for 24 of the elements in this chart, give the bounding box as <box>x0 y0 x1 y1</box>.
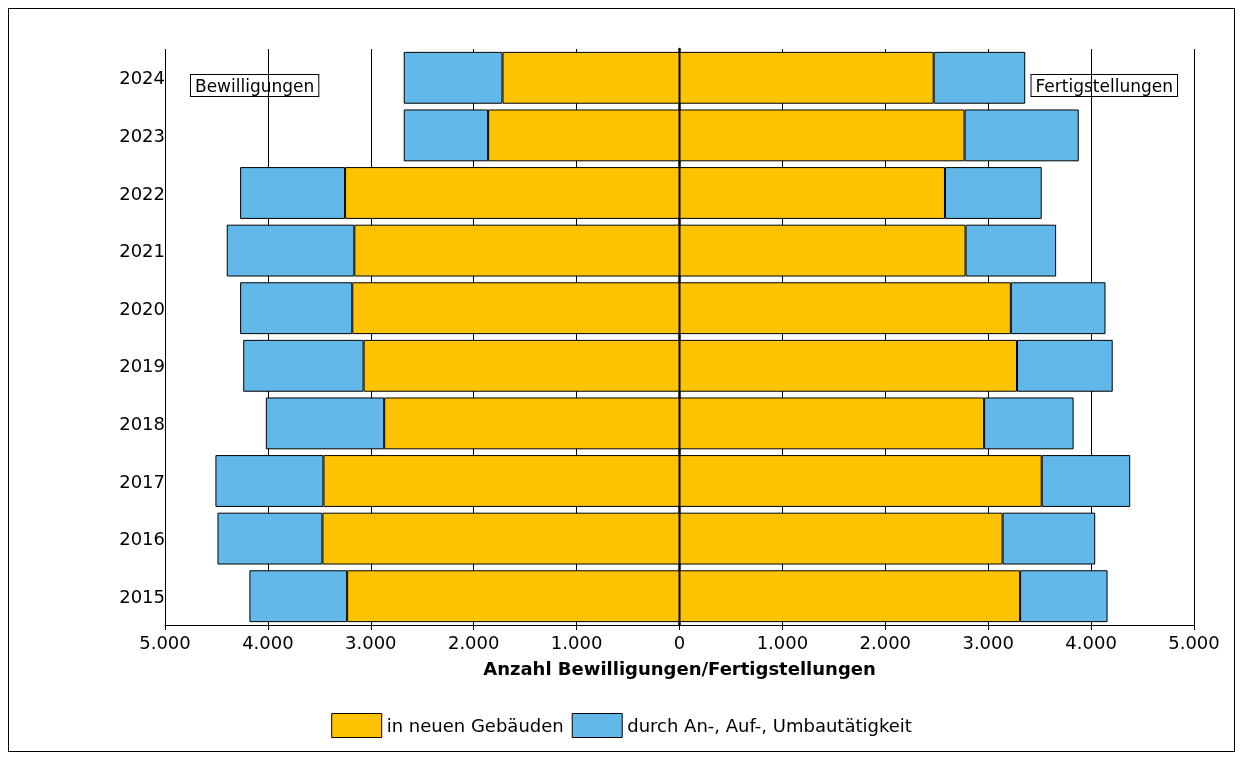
x-tick-label: 1.000 <box>550 631 603 653</box>
x-tick-label: 5.000 <box>139 631 191 653</box>
x-tick-label: 3.000 <box>345 631 397 653</box>
y-tick-label: 2024 <box>119 67 165 89</box>
x-axis-title: Anzahl Bewilligungen/Fertigstellungen <box>483 657 876 679</box>
x-tick-label: 2.000 <box>859 631 912 653</box>
x-tick-label: 0 <box>673 631 686 653</box>
x-tick-label: 1.000 <box>756 631 809 653</box>
x-tick-label: 4.000 <box>242 631 294 653</box>
x-tick-label: 3.000 <box>962 631 1014 653</box>
y-tick-label: 2019 <box>119 355 165 377</box>
y-tick-label: 2023 <box>119 124 165 146</box>
x-tick-label: 5.000 <box>1168 631 1220 653</box>
y-tick-label: 2018 <box>119 412 165 434</box>
y-tick-label: 2021 <box>119 240 165 262</box>
y-tick-label: 2020 <box>119 297 165 319</box>
legend-label: durch An-, Auf-, Umbautätigkeit <box>627 715 912 736</box>
x-tick-label: 2.000 <box>447 631 500 653</box>
x-tick-label: 4.000 <box>1065 631 1117 653</box>
y-tick-label: 2015 <box>119 585 165 607</box>
y-tick-label: 2017 <box>119 470 165 492</box>
y-tick-label: 2016 <box>119 528 165 550</box>
y-tick-label: 2022 <box>119 182 165 204</box>
legend-label: in neuen Gebäuden <box>386 715 564 736</box>
